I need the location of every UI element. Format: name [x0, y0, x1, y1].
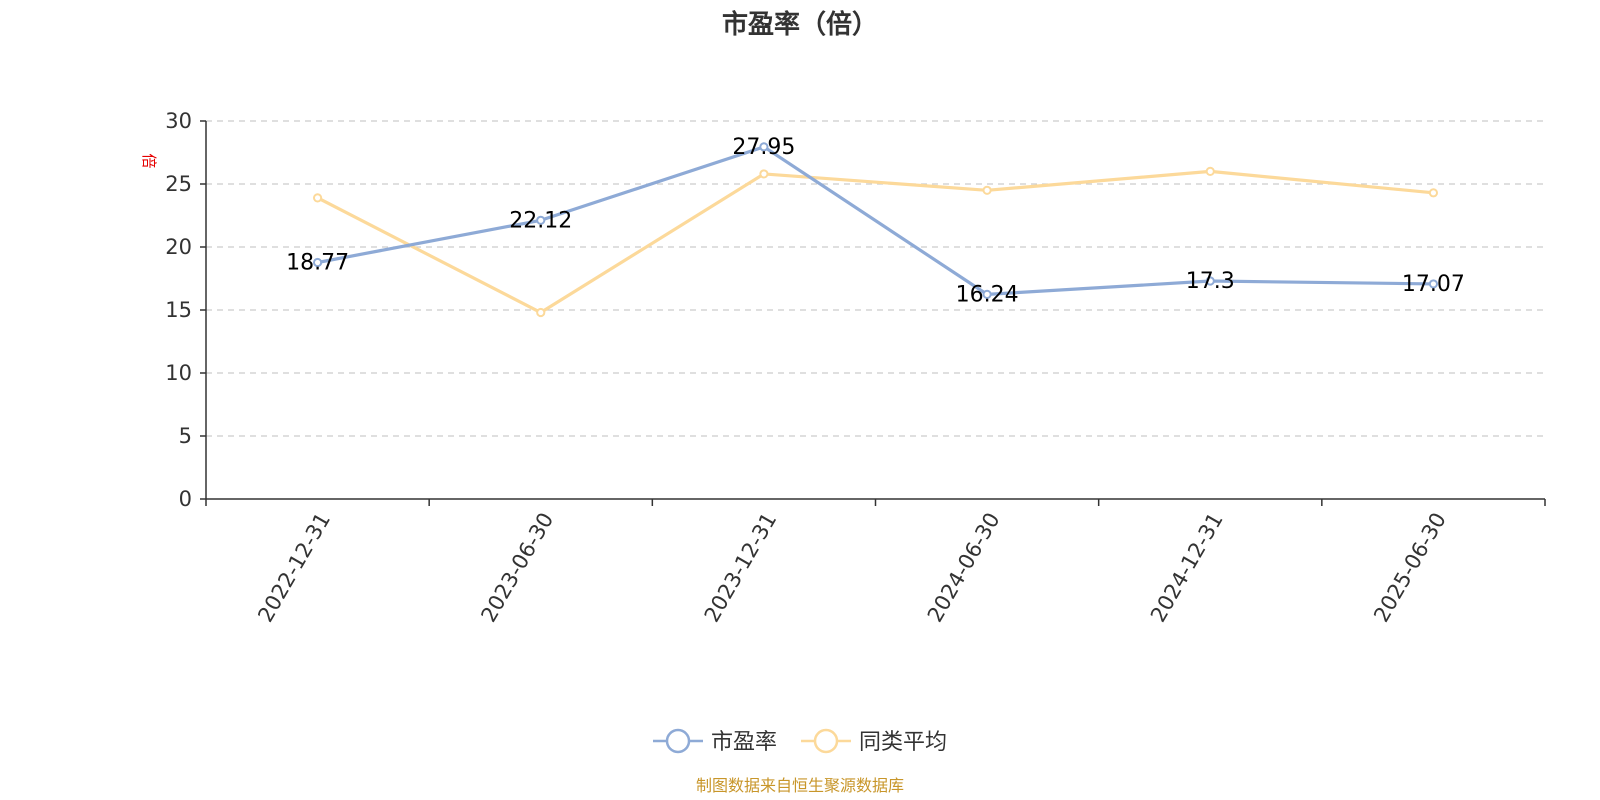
- y-tick-label: 20: [165, 235, 192, 259]
- x-axis-ticks: 2022-12-31 2023-06-30 2023-12-31 2024-06-30…: [205, 499, 1546, 627]
- y-tick-label: 15: [165, 298, 192, 322]
- chart-title: 市盈率（倍）: [722, 9, 878, 40]
- series-line: [317, 145, 1434, 296]
- data-point[interactable]: [1428, 188, 1439, 198]
- data-point[interactable]: [312, 257, 323, 268]
- series-line: [316, 169, 1434, 315]
- legend[interactable]: 市盈率 同类平均: [653, 728, 947, 755]
- data-label: 16.24: [956, 282, 1019, 307]
- data-labels: 18.77 22.12 27.95 16.24 17.3 17.07: [286, 135, 1465, 308]
- legend-label: 市盈率: [711, 730, 777, 755]
- data-label: 22.12: [509, 208, 572, 233]
- data-point[interactable]: [982, 289, 992, 299]
- x-tick-label: 2022-12-31: [253, 509, 335, 627]
- x-tick-label: 2024-06-30: [923, 509, 1005, 627]
- data-label: 18.77: [286, 250, 349, 275]
- series-layer: [312, 142, 1439, 318]
- data-label: 27.95: [732, 135, 795, 160]
- x-tick-label: 2024-12-31: [1146, 509, 1228, 627]
- y-tick-label: 30: [165, 109, 192, 133]
- legend-item[interactable]: 市盈率: [653, 728, 777, 755]
- legend-item[interactable]: 同类平均: [801, 728, 947, 755]
- data-source-note: 制图数据来自恒生聚源数据库: [696, 776, 904, 795]
- data-point[interactable]: [312, 193, 323, 203]
- x-tick-label: 2023-06-30: [476, 509, 558, 627]
- y-tick-label: 0: [179, 487, 192, 511]
- data-point[interactable]: [536, 307, 546, 318]
- legend-circle-icon: [813, 728, 839, 754]
- y-axis-unit-label: 倍: [140, 153, 158, 168]
- data-point[interactable]: [1428, 279, 1439, 289]
- legend-circle-icon: [665, 728, 691, 754]
- data-point[interactable]: [1205, 166, 1215, 176]
- data-point[interactable]: [1205, 276, 1215, 286]
- y-tick-label: 25: [165, 172, 192, 196]
- y-tick-label: 10: [165, 361, 192, 385]
- grid-lines: [206, 120, 1545, 437]
- data-point[interactable]: [759, 169, 769, 179]
- data-point[interactable]: [536, 215, 546, 225]
- data-point[interactable]: [759, 142, 769, 152]
- x-tick-label: 2023-12-31: [700, 509, 782, 627]
- data-label: 17.3: [1186, 269, 1235, 294]
- data-label: 17.07: [1402, 272, 1465, 297]
- y-axis-ticks: 0 5 10 15 20 25 30: [165, 109, 206, 511]
- y-tick-label: 5: [179, 424, 192, 448]
- x-tick-label: 2025-06-30: [1369, 509, 1451, 627]
- data-point[interactable]: [982, 185, 992, 195]
- legend-label: 同类平均: [859, 730, 947, 755]
